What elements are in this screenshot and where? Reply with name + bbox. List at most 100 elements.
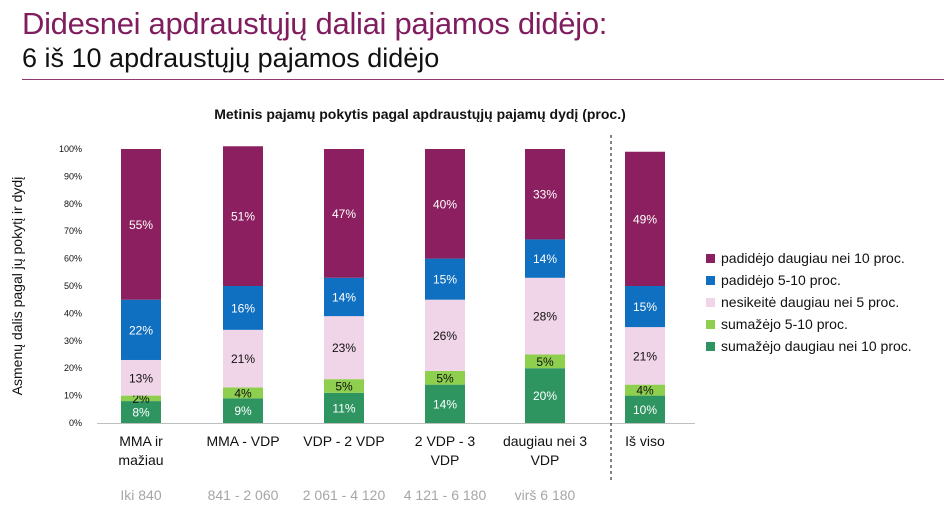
- legend-swatch: [706, 297, 715, 307]
- bar-segment: [121, 149, 161, 300]
- bar-segment: [223, 387, 263, 399]
- legend-item: padidėjo daugiau nei 10 proc.: [706, 247, 912, 269]
- data-label: 14%: [332, 290, 356, 304]
- data-label: 15%: [633, 300, 657, 314]
- bar-segment: [625, 286, 665, 328]
- y-tick-label: 40%: [64, 308, 82, 318]
- x-category-label: MMA - VDP: [206, 433, 279, 449]
- page-title: Didesnei apdraustųjų daliai pajamos didė…: [22, 6, 608, 41]
- legend-item: sumažėjo daugiau nei 10 proc.: [706, 335, 912, 357]
- data-label: 14%: [533, 252, 557, 266]
- data-label: 51%: [231, 210, 255, 224]
- bar-segment: [425, 384, 465, 423]
- x-income-range-label: Iki 840: [120, 487, 161, 503]
- data-label: 9%: [234, 404, 252, 418]
- data-label: 22%: [129, 323, 153, 337]
- bar-segment: [121, 395, 161, 402]
- x-category-label: daugiau nei 3: [503, 433, 587, 449]
- bar-segment: [625, 395, 665, 423]
- bar-segment: [121, 401, 161, 423]
- x-income-range-label: 841 - 2 060: [208, 487, 279, 503]
- x-category-label: 2 VDP - 3: [415, 433, 476, 449]
- y-tick-label: 30%: [64, 336, 82, 346]
- bar-segment: [525, 239, 565, 278]
- legend-item: nesikeitė daugiau nei 5 proc.: [706, 291, 912, 313]
- bar-segment: [525, 149, 565, 240]
- data-label: 49%: [633, 212, 657, 226]
- y-tick-label: 60%: [64, 254, 82, 264]
- data-label: 4%: [636, 384, 654, 398]
- x-category-label: Iš viso: [625, 433, 665, 449]
- y-tick-label: 10%: [64, 391, 82, 401]
- data-label: 10%: [633, 403, 657, 417]
- data-label: 5%: [536, 355, 554, 369]
- legend-item: padidėjo 5-10 proc.: [706, 269, 912, 291]
- legend-label: padidėjo 5-10 proc.: [721, 272, 841, 288]
- x-category-label: VDP: [431, 452, 460, 468]
- data-label: 13%: [129, 371, 153, 385]
- chart-title: Metinis pajamų pokytis pagal apdraustųjų…: [214, 106, 626, 122]
- data-label: 21%: [633, 349, 657, 363]
- bar-segment: [425, 149, 465, 259]
- bar-segment: [324, 149, 364, 278]
- data-label: 20%: [533, 389, 557, 403]
- x-category-label: mažiau: [118, 452, 163, 468]
- x-income-range-label: 2 061 - 4 120: [303, 487, 386, 503]
- data-label: 47%: [332, 207, 356, 221]
- legend-swatch: [706, 341, 715, 351]
- data-label: 26%: [433, 329, 457, 343]
- data-label: 16%: [231, 301, 255, 315]
- bar-segment: [625, 327, 665, 385]
- legend-label: padidėjo daugiau nei 10 proc.: [721, 250, 905, 266]
- bar-segment: [223, 286, 263, 330]
- bar-segment: [625, 151, 665, 286]
- data-label: 28%: [533, 310, 557, 324]
- legend-swatch: [706, 253, 715, 263]
- legend-swatch: [706, 275, 715, 285]
- bar-segment: [223, 146, 263, 286]
- x-category-label: VDP - 2 VDP: [303, 433, 384, 449]
- bar-segment: [223, 329, 263, 388]
- legend-swatch: [706, 319, 715, 329]
- page-subtitle: 6 iš 10 apdraustųjų pajamos didėjo: [22, 43, 440, 73]
- bar-segment: [425, 258, 465, 300]
- data-label: 23%: [332, 341, 356, 355]
- data-label: 14%: [433, 397, 457, 411]
- bar-segment: [223, 398, 263, 423]
- y-tick-label: 80%: [64, 199, 82, 209]
- data-label: 5%: [335, 380, 353, 394]
- data-label: 5%: [436, 371, 454, 385]
- title-divider: [22, 79, 944, 80]
- x-income-range-label: 4 121 - 6 180: [404, 487, 487, 503]
- y-tick-label: 20%: [64, 363, 82, 373]
- bar-segment: [324, 392, 364, 423]
- legend-label: sumažėjo 5-10 proc.: [721, 316, 848, 332]
- data-label: 33%: [533, 188, 557, 202]
- data-label: 8%: [132, 406, 150, 420]
- bar-segment: [525, 354, 565, 369]
- y-tick-label: 90%: [64, 171, 82, 181]
- bar-segment: [525, 277, 565, 355]
- bar-segment: [525, 368, 565, 423]
- x-income-range-label: virš 6 180: [515, 487, 576, 503]
- legend-label: sumažėjo daugiau nei 10 proc.: [721, 338, 912, 354]
- bar-segment: [324, 316, 364, 380]
- y-tick-label: 50%: [64, 281, 82, 291]
- legend-label: nesikeitė daugiau nei 5 proc.: [721, 294, 900, 310]
- x-category-label: VDP: [531, 452, 560, 468]
- bar-segment: [121, 299, 161, 360]
- data-label: 40%: [433, 197, 457, 211]
- legend-item: sumažėjo 5-10 proc.: [706, 313, 912, 335]
- data-label: 21%: [231, 352, 255, 366]
- bar-segment: [425, 370, 465, 385]
- chart-legend: padidėjo daugiau nei 10 proc. padidėjo 5-…: [706, 247, 912, 357]
- data-label: 55%: [129, 218, 153, 232]
- data-label: 15%: [433, 273, 457, 287]
- bar-segment: [324, 379, 364, 393]
- x-category-label: MMA ir: [119, 433, 163, 449]
- y-tick-label: 70%: [64, 226, 82, 236]
- bar-segment: [625, 384, 665, 396]
- bar-segment: [425, 299, 465, 371]
- data-label: 4%: [234, 386, 252, 400]
